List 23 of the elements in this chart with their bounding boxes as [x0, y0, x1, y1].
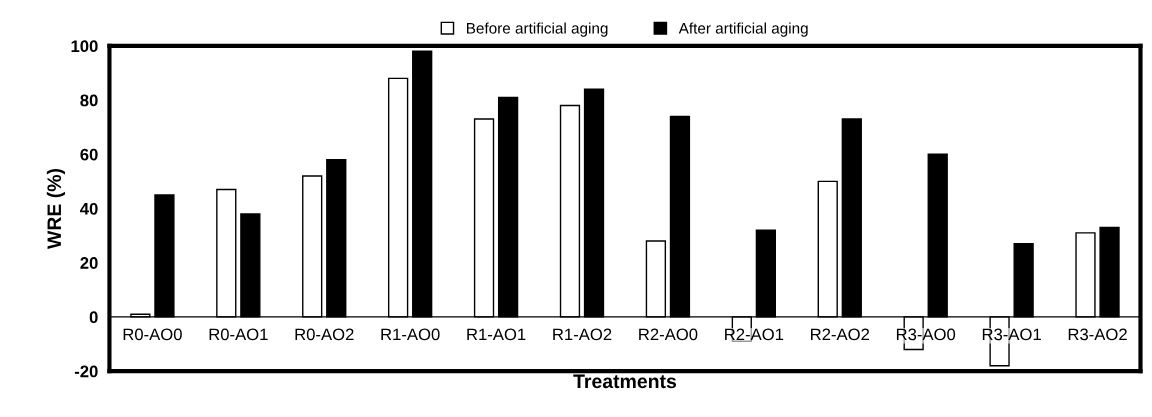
- x-tick-label: R3-AO0: [896, 328, 956, 341]
- y-tick-label: 20: [80, 257, 98, 269]
- x-tick-label: R2-AO1: [725, 328, 784, 341]
- x-tick-label: R2-AO0: [639, 328, 698, 341]
- legend-label: Before artificial aging: [467, 22, 608, 37]
- x-tick-label: R0-AO2: [295, 328, 354, 341]
- y-tick-label: 60: [80, 148, 98, 161]
- x-axis-title: Treatments: [573, 374, 677, 389]
- x-tick-label: R2-AO2: [811, 328, 870, 341]
- y-tick-label: -20: [74, 365, 98, 378]
- legend-label: After artificial aging: [678, 22, 808, 37]
- x-tick-label: R0-AO0: [123, 328, 182, 341]
- x-tick-label: R1-AO0: [381, 328, 440, 341]
- y-tick-label: 40: [80, 202, 98, 215]
- x-tick-label: R0-AO1: [209, 328, 268, 341]
- y-tick-label: 100: [71, 40, 98, 53]
- x-tick-label: R3-AO2: [1068, 328, 1127, 341]
- y-tick-label: 80: [80, 94, 98, 107]
- y-tick-label: 0: [89, 311, 98, 324]
- x-tick-label: R3-AO1: [982, 328, 1041, 341]
- x-tick-label: R1-AO1: [467, 328, 526, 341]
- x-tick-label: R1-AO2: [553, 328, 612, 341]
- y-axis-title: WRE (%): [46, 168, 65, 249]
